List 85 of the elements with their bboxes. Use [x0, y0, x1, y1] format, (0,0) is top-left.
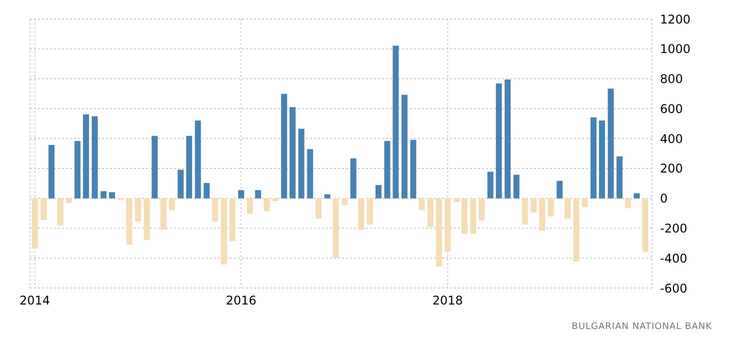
bar — [83, 114, 89, 198]
y-tick-label: 1200 — [660, 12, 691, 26]
bar — [32, 198, 38, 249]
bar — [48, 144, 55, 198]
bar — [220, 198, 227, 265]
bar — [160, 198, 166, 230]
bar — [186, 136, 192, 198]
y-tick-label: 0 — [660, 192, 668, 206]
bar — [100, 191, 107, 198]
bar — [92, 116, 98, 198]
bar — [272, 198, 278, 202]
bar — [255, 190, 262, 198]
bar — [548, 198, 554, 216]
bar — [264, 198, 270, 212]
bar — [194, 120, 201, 198]
bar — [436, 198, 442, 267]
bar — [40, 198, 47, 220]
bar — [470, 198, 476, 234]
bar — [367, 198, 374, 225]
y-tick-label: 800 — [660, 72, 683, 86]
bar — [427, 198, 434, 227]
y-tick-label: -400 — [660, 251, 688, 266]
bar — [634, 193, 640, 198]
y-tick-label: 400 — [660, 132, 683, 146]
bar — [281, 94, 288, 198]
bar — [212, 198, 218, 222]
bar — [57, 198, 64, 226]
bar — [126, 198, 132, 245]
bar — [625, 198, 632, 208]
bar — [513, 174, 520, 198]
bar — [401, 94, 408, 198]
bar — [342, 198, 348, 206]
y-tick-label: -600 — [660, 281, 688, 296]
bar — [461, 198, 468, 234]
bar — [444, 198, 451, 252]
bar — [564, 198, 571, 219]
bar — [453, 198, 460, 202]
bar — [375, 185, 382, 198]
x-tick-label: 2016 — [226, 294, 256, 308]
bar — [134, 198, 141, 222]
bar — [384, 140, 390, 198]
bar — [324, 194, 330, 198]
bar — [590, 117, 597, 198]
bar — [204, 182, 210, 198]
bar — [599, 120, 606, 198]
bar — [487, 172, 494, 198]
bar — [582, 198, 588, 208]
bar — [350, 158, 356, 198]
bar — [539, 198, 546, 231]
bar — [332, 198, 339, 258]
text: BULGARIAN NATIONAL BANK — [570, 322, 713, 332]
x-tick-label: 2014 — [20, 294, 50, 308]
bar — [108, 192, 115, 198]
bar — [74, 140, 81, 198]
bar — [152, 136, 158, 198]
bar — [358, 198, 364, 230]
bar — [504, 80, 511, 198]
bar — [556, 180, 563, 198]
y-tick-label: 600 — [660, 102, 683, 116]
bar — [66, 198, 72, 204]
bar — [522, 198, 528, 225]
bar — [418, 198, 425, 210]
bar — [229, 198, 236, 242]
bar — [573, 198, 580, 262]
bar — [290, 107, 296, 198]
bar — [642, 198, 648, 252]
y-tick-label: 1000 — [660, 42, 691, 56]
bar — [238, 190, 244, 198]
bar — [530, 198, 537, 212]
bar — [246, 198, 253, 214]
bar — [307, 149, 314, 198]
bar — [410, 140, 416, 198]
bar — [608, 88, 614, 198]
bar — [478, 198, 485, 221]
bar — [298, 128, 304, 198]
bar — [178, 170, 184, 198]
bar — [316, 198, 322, 219]
bar — [144, 198, 150, 240]
bar — [496, 84, 502, 198]
x-tick-label: 2018 — [432, 294, 463, 308]
y-tick-label: -200 — [660, 221, 688, 236]
y-tick-label: 200 — [660, 162, 683, 176]
bar — [616, 156, 623, 198]
bar — [392, 46, 399, 198]
bar — [168, 198, 175, 210]
